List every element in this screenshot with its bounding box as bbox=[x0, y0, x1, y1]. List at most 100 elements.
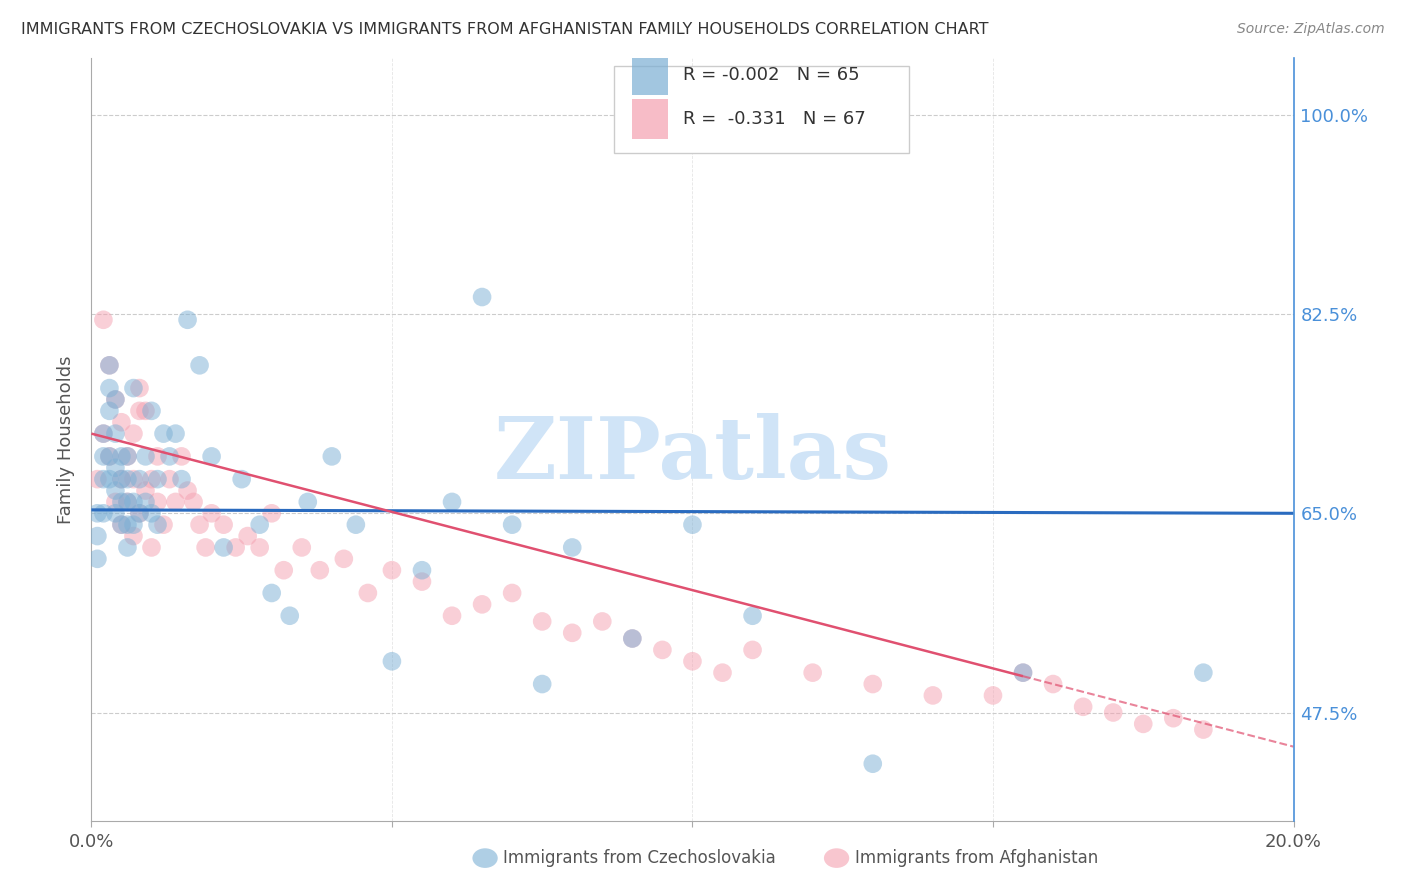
Point bbox=[117, 517, 139, 532]
Point bbox=[531, 615, 554, 629]
Point bbox=[260, 506, 283, 520]
Point bbox=[117, 541, 139, 555]
Point bbox=[291, 541, 314, 555]
Point bbox=[93, 472, 115, 486]
Point bbox=[104, 506, 127, 520]
Point bbox=[110, 517, 132, 532]
Point bbox=[561, 541, 583, 555]
Point bbox=[278, 608, 301, 623]
Point bbox=[104, 495, 127, 509]
Point bbox=[411, 574, 433, 589]
Point bbox=[93, 426, 115, 441]
Point bbox=[165, 495, 187, 509]
Point bbox=[249, 541, 271, 555]
Point bbox=[128, 381, 150, 395]
Text: R = -0.002   N = 65: R = -0.002 N = 65 bbox=[683, 66, 859, 84]
Point bbox=[110, 517, 132, 532]
Point bbox=[681, 654, 703, 668]
Point bbox=[308, 563, 330, 577]
Point bbox=[1132, 717, 1154, 731]
Point bbox=[93, 450, 115, 464]
Point bbox=[411, 563, 433, 577]
Point bbox=[381, 654, 404, 668]
Point bbox=[165, 426, 187, 441]
Point bbox=[122, 529, 145, 543]
Point bbox=[297, 495, 319, 509]
Point bbox=[260, 586, 283, 600]
Text: ZIPatlas: ZIPatlas bbox=[494, 413, 891, 497]
Point bbox=[110, 472, 132, 486]
Point bbox=[98, 381, 121, 395]
Point bbox=[170, 450, 193, 464]
Point bbox=[86, 506, 108, 520]
Point bbox=[981, 689, 1004, 703]
Point bbox=[1102, 706, 1125, 720]
Text: Immigrants from Afghanistan: Immigrants from Afghanistan bbox=[855, 849, 1098, 867]
Text: IMMIGRANTS FROM CZECHOSLOVAKIA VS IMMIGRANTS FROM AFGHANISTAN FAMILY HOUSEHOLDS : IMMIGRANTS FROM CZECHOSLOVAKIA VS IMMIGR… bbox=[21, 22, 988, 37]
Point bbox=[188, 517, 211, 532]
Point bbox=[183, 495, 205, 509]
Point bbox=[176, 313, 198, 327]
Point bbox=[117, 495, 139, 509]
Point bbox=[273, 563, 295, 577]
Point bbox=[128, 472, 150, 486]
Point bbox=[141, 541, 163, 555]
Point bbox=[141, 506, 163, 520]
Point bbox=[141, 404, 163, 418]
Point bbox=[110, 450, 132, 464]
Point bbox=[651, 643, 673, 657]
Point bbox=[86, 551, 108, 566]
Point bbox=[741, 643, 763, 657]
Point bbox=[134, 483, 156, 498]
Point bbox=[152, 517, 174, 532]
Point bbox=[110, 495, 132, 509]
Point bbox=[98, 450, 121, 464]
Point bbox=[862, 677, 884, 691]
Point bbox=[561, 625, 583, 640]
Point bbox=[471, 598, 494, 612]
Y-axis label: Family Households: Family Households bbox=[56, 355, 75, 524]
Point bbox=[122, 517, 145, 532]
Point bbox=[159, 450, 181, 464]
Point bbox=[122, 472, 145, 486]
Point bbox=[134, 495, 156, 509]
Point bbox=[501, 586, 523, 600]
Point bbox=[741, 608, 763, 623]
Point bbox=[1042, 677, 1064, 691]
Point bbox=[176, 483, 198, 498]
Point bbox=[104, 426, 127, 441]
Point bbox=[128, 506, 150, 520]
Point bbox=[1012, 665, 1035, 680]
Point bbox=[98, 359, 121, 373]
Point bbox=[117, 472, 139, 486]
Text: R =  -0.331   N = 67: R = -0.331 N = 67 bbox=[683, 110, 866, 128]
Text: Source: ZipAtlas.com: Source: ZipAtlas.com bbox=[1237, 22, 1385, 37]
Point bbox=[249, 517, 271, 532]
Point bbox=[344, 517, 367, 532]
Point bbox=[134, 404, 156, 418]
Point bbox=[146, 450, 169, 464]
Point bbox=[122, 381, 145, 395]
Point bbox=[1071, 699, 1094, 714]
Point bbox=[501, 517, 523, 532]
Point bbox=[146, 495, 169, 509]
Point bbox=[86, 472, 108, 486]
Point bbox=[862, 756, 884, 771]
Point bbox=[110, 472, 132, 486]
Point bbox=[159, 472, 181, 486]
Point bbox=[188, 359, 211, 373]
Point bbox=[170, 472, 193, 486]
FancyBboxPatch shape bbox=[614, 66, 908, 153]
Point bbox=[93, 426, 115, 441]
Point bbox=[531, 677, 554, 691]
Point bbox=[357, 586, 380, 600]
Point bbox=[93, 506, 115, 520]
Point bbox=[440, 495, 463, 509]
Point bbox=[621, 632, 644, 646]
Point bbox=[117, 450, 139, 464]
Point bbox=[152, 426, 174, 441]
Point bbox=[104, 460, 127, 475]
Point bbox=[117, 495, 139, 509]
Point bbox=[711, 665, 734, 680]
FancyBboxPatch shape bbox=[633, 55, 668, 95]
